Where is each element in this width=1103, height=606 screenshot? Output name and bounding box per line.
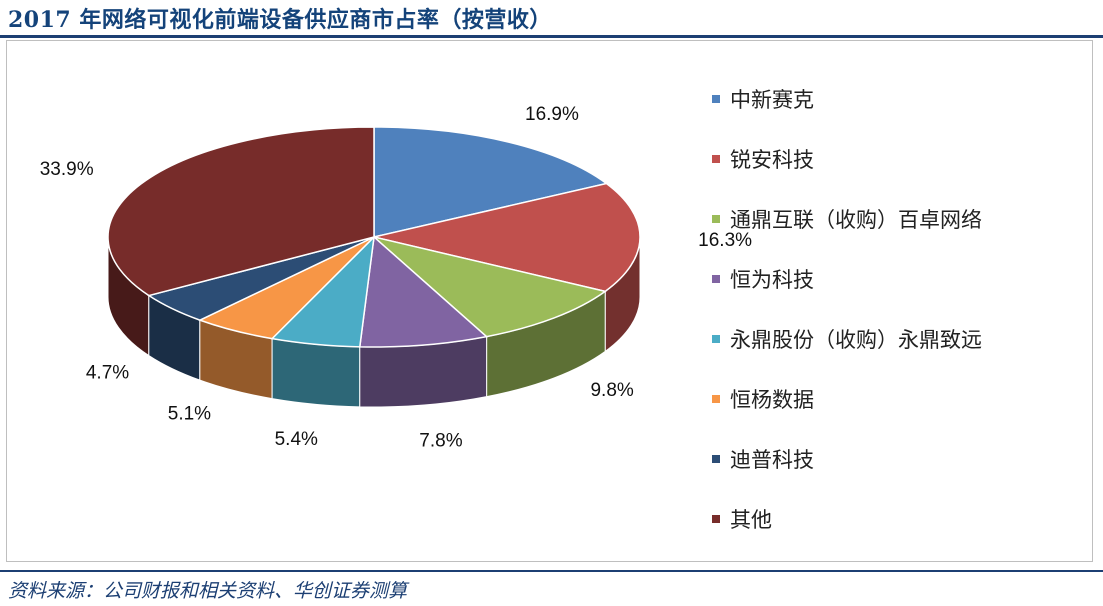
legend-label-3: 恒为科技 — [730, 268, 814, 292]
data-label-5: 5.1% — [168, 404, 211, 425]
legend-label-4: 永鼎股份（收购）永鼎致远 — [730, 328, 982, 352]
chart-frame — [6, 40, 1093, 562]
legend-label-1: 锐安科技 — [730, 148, 814, 172]
data-label-0: 16.9% — [525, 104, 579, 125]
pie-slice-2 — [373, 236, 607, 338]
data-label-2: 9.8% — [590, 380, 633, 401]
source-note: 资料来源：公司财报和相关资料、华创证券测算 — [8, 580, 408, 602]
legend-label-0: 中新赛克 — [730, 88, 814, 112]
legend-item-1: 锐安科技 — [712, 144, 814, 174]
legend-swatch-2 — [712, 215, 720, 223]
legend-swatch-1 — [712, 155, 720, 163]
data-label-7: 33.9% — [40, 159, 94, 180]
legend-label-5: 恒杨数据 — [730, 388, 814, 412]
pie-data-labels: 16.9% 16.3% 9.8% 7.8% 5.4% 5.1% 4.7% 33.9% — [40, 104, 752, 452]
legend-item-5: 恒杨数据 — [712, 384, 814, 414]
legend-swatch-4 — [712, 335, 720, 343]
data-label-1: 16.3% — [698, 230, 752, 251]
legend-swatch-6 — [712, 455, 720, 463]
data-label-4: 5.4% — [275, 429, 318, 450]
legend-swatch-5 — [712, 395, 720, 403]
data-label-6: 4.7% — [86, 363, 129, 384]
legend-label-7: 其他 — [730, 508, 772, 532]
legend-label-6: 迪普科技 — [730, 448, 814, 472]
source-divider — [0, 570, 1103, 572]
pie-slice-0 — [373, 126, 609, 238]
legend-label-2: 通鼎互联（收购）百卓网络 — [730, 208, 982, 232]
chart-title: 2017 年网络可视化前端设备供应商市占率（按营收） — [8, 7, 552, 33]
legend-item-4: 永鼎股份（收购）永鼎致远 — [712, 324, 982, 354]
pie-slice-3 — [358, 235, 489, 348]
pie-slices — [107, 126, 641, 348]
data-label-3: 7.8% — [419, 430, 462, 451]
pie-slice-7 — [107, 126, 375, 297]
legend-item-3: 恒为科技 — [712, 264, 814, 294]
title-divider — [0, 35, 1103, 38]
legend-item-2: 通鼎互联（收购）百卓网络 — [712, 204, 982, 234]
legend-item-7: 其他 — [712, 504, 772, 534]
pie-side-4 — [271, 338, 361, 408]
pie-slice-1 — [373, 182, 641, 293]
legend-swatch-0 — [712, 95, 720, 103]
legend-item-6: 迪普科技 — [712, 444, 814, 474]
legend-swatch-7 — [712, 515, 720, 523]
legend-swatch-3 — [712, 275, 720, 283]
legend-item-0: 中新赛克 — [712, 84, 814, 114]
